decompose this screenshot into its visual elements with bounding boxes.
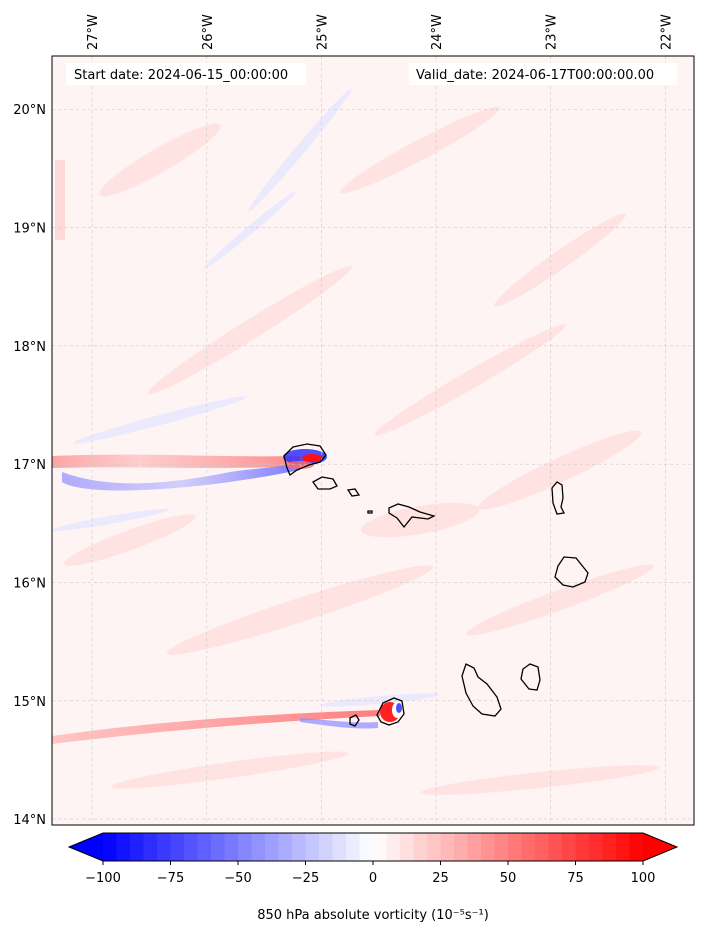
island-maio [520,663,541,691]
colorbar-segment [575,833,590,861]
colorbar-tick-label: 75 [567,871,584,886]
colorbar-segment [400,833,414,861]
colorbar-segment [359,833,374,861]
island-fogo [376,697,405,726]
island-brava [349,714,360,727]
vorticity-patterns [52,88,660,795]
colorbar-segment [143,833,158,861]
colorbar-segment [265,833,279,861]
latitude-tick-label: 16°N [13,576,46,591]
latitude-labels: 20°N 19°N 18°N 17°N 16°N 15°N 14°N [13,103,46,828]
longitude-tick-label: 22°W [659,14,674,50]
colorbar-segment [413,833,428,861]
start-date-label: Start date: 2024-06-15_00:00:00 [74,68,288,83]
latitude-tick-label: 15°N [13,695,46,710]
colorbar-tick-label: −50 [224,871,251,886]
colorbar: −100 −75 −50 −25 0 25 50 75 100 850 hPa absolute… [67,832,679,923]
colorbar-segment [130,833,144,861]
island-santiago [461,663,502,717]
header-valid-box [409,63,677,85]
colorbar-label: 850 hPa absolute vorticity (10⁻⁵s⁻¹) [257,908,489,923]
colorbar-segment [535,833,549,861]
colorbar-segment [278,833,293,861]
colorbar-segment [305,833,320,861]
colorbar-segment [616,833,630,861]
longitude-tick-label: 23°W [545,14,560,50]
longitude-labels: 27°W 26°W 25°W 24°W 23°W 22°W [86,14,674,50]
colorbar-segment [332,833,347,861]
island-boa-vista [554,556,589,588]
colorbar-segment [373,833,387,861]
colorbar-tick-label: 50 [500,871,517,886]
colorbar-segment [184,833,198,861]
colorbar-tick-label: 0 [369,871,377,886]
colorbar-segment [562,833,576,861]
colorbar-segment [197,833,212,861]
colorbar-extend-low [69,833,103,861]
colorbar-segment [251,833,266,861]
colorbar-segment [116,833,131,861]
island-sal [551,481,565,515]
colorbar-tick-label: 100 [631,871,656,886]
colorbar-segment [211,833,225,861]
longitude-tick-label: 24°W [430,14,445,50]
map-frame [51,55,695,826]
colorbar-segment [494,833,509,861]
colorbar-segment [386,833,401,861]
colorbar-tick-label: −100 [85,871,121,886]
colorbar-tick-label: −75 [157,871,184,886]
header-start-box [66,63,306,85]
colorbar-segment [157,833,171,861]
colorbar-segment [319,833,333,861]
colorbar-segment [454,833,468,861]
island-raso [367,510,373,514]
colorbar-segment [548,833,563,861]
latitude-tick-label: 18°N [13,340,46,355]
longitude-tick-label: 26°W [201,14,216,50]
colorbar-segment [103,833,117,861]
colorbar-segment [170,833,185,861]
colorbar-segment [238,833,252,861]
coastlines [283,443,589,727]
colorbar-segment [629,833,644,861]
latitude-tick-label: 19°N [13,222,46,237]
colorbar-segment [440,833,455,861]
colorbar-segment [521,833,536,861]
latitude-tick-label: 17°N [13,458,46,473]
longitude-tick-label: 27°W [86,14,101,50]
colorbar-tick-label: 25 [432,871,449,886]
colorbar-tick-label: −25 [292,871,319,886]
colorbar-segment [427,833,441,861]
island-santo-antao [283,443,327,476]
colorbar-segment [481,833,495,861]
valid-date-label: Valid_date: 2024-06-17T00:00:00.00 [416,68,654,83]
graticule [52,56,694,825]
latitude-tick-label: 14°N [13,813,46,828]
colorbar-segment [602,833,617,861]
longitude-tick-label: 25°W [315,14,330,50]
latitude-tick-label: 20°N [13,103,46,118]
colorbar-segment [467,833,482,861]
colorbar-segment [589,833,603,861]
island-santa-luzia [346,488,361,497]
colorbar-segment [508,833,522,861]
island-sao-vicente [312,476,338,490]
colorbar-extend-high [643,833,677,861]
colorbar-segment [346,833,360,861]
colorbar-segment [292,833,306,861]
colorbar-segment [224,833,239,861]
island-sao-nicolau [388,503,436,529]
